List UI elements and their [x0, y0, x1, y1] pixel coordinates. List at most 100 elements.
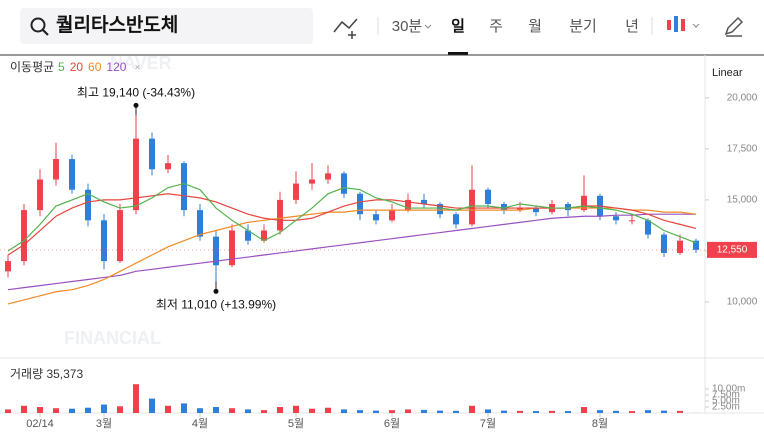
toolbar-item[interactable]: 월	[528, 18, 542, 35]
legend-title: 이동평균	[10, 60, 54, 74]
candle-body	[117, 210, 123, 262]
toolbar-item[interactable]: 분기	[569, 18, 597, 35]
volume-bar	[85, 407, 91, 413]
scale-label[interactable]: Linear	[712, 67, 743, 79]
volume-bar	[261, 410, 267, 413]
dropdown-caret	[692, 23, 700, 28]
toolbar: 30분 일 주 월 분기 년	[392, 18, 639, 55]
indicator-icon[interactable]	[333, 18, 358, 39]
volume-bar	[421, 409, 427, 413]
candle-body	[357, 193, 363, 215]
candle-body	[341, 173, 347, 194]
candle-body	[421, 199, 427, 204]
volume-bar	[677, 410, 683, 413]
candle-body	[229, 230, 235, 266]
legend-entry: 120	[106, 60, 126, 74]
x-tick-label: 02/14	[26, 418, 54, 430]
volume-bar	[5, 409, 11, 413]
volume-bar	[405, 409, 411, 413]
moving-average-line	[7, 207, 697, 305]
volume-y-tick-label: 10.00m	[712, 384, 745, 395]
volume-bar	[325, 407, 331, 413]
y-tick-label: 20,000	[727, 92, 758, 103]
candle-body	[149, 138, 155, 170]
volume-bar	[21, 405, 27, 413]
x-tick-label: 8월	[592, 417, 608, 430]
y-tick-label: 17,500	[727, 144, 758, 155]
annotation-dot	[213, 288, 219, 294]
candle-body	[405, 199, 411, 211]
candle-body	[197, 210, 203, 237]
search-query[interactable]: 퀄리타스반도체	[56, 14, 178, 36]
volume-y-tick-label: 5.00m	[712, 396, 740, 407]
search-box[interactable]	[20, 8, 313, 44]
candle-type-icon[interactable]	[667, 16, 700, 32]
candle-body	[101, 220, 107, 262]
candle-body	[645, 220, 651, 235]
volume-bar	[661, 410, 667, 413]
volume-bar	[117, 406, 123, 413]
candle-body	[501, 203, 507, 211]
draw-icon[interactable]	[724, 16, 744, 37]
volume-bar	[597, 410, 603, 413]
candle-body	[53, 159, 59, 180]
candle-body	[453, 214, 459, 225]
candle-body	[581, 195, 587, 211]
icon-candle	[681, 19, 685, 31]
volume-y-tick-label: 7.50m	[712, 390, 740, 401]
legend-close[interactable]: ×	[134, 63, 140, 74]
volume-bar	[293, 405, 299, 413]
candle-body	[245, 230, 251, 241]
volume-bar	[69, 408, 75, 413]
volume-bar	[453, 410, 459, 413]
icon-candle	[667, 20, 671, 30]
candle-body	[21, 210, 27, 262]
moving-average-line	[7, 213, 696, 291]
volume-bar	[213, 407, 219, 413]
x-tick-label: 7월	[480, 417, 496, 430]
toolbar-item[interactable]: 30분	[392, 18, 423, 35]
volume-bar	[437, 410, 443, 413]
volume-bar	[469, 405, 475, 413]
volume-bar	[549, 410, 555, 413]
legend-entry: 20	[70, 60, 84, 74]
volume-bar	[629, 411, 635, 413]
candle-body	[613, 216, 619, 221]
candle-body	[213, 236, 219, 266]
watermark: NAVER	[110, 53, 172, 73]
y-tick-label: 10,000	[727, 297, 758, 308]
volume-bar	[485, 409, 491, 413]
candle-body	[373, 214, 379, 221]
volume-bar	[277, 407, 283, 413]
toolbar-item[interactable]: 년	[625, 18, 639, 35]
watermark: FINANCIAL	[64, 328, 161, 348]
volume-bar	[245, 409, 251, 413]
annotation-dot	[133, 102, 139, 108]
pencil	[724, 16, 744, 36]
volume-bar	[309, 408, 315, 413]
legend-entry: 60	[88, 60, 102, 74]
volume-bar	[341, 409, 347, 413]
icon-candle	[674, 16, 678, 32]
volume-bar	[149, 398, 155, 413]
candle-body	[629, 220, 635, 222]
toolbar-item[interactable]: 일	[451, 18, 465, 35]
candle-body	[677, 240, 683, 253]
moving-average-line	[7, 182, 697, 252]
candle-body	[261, 230, 267, 241]
candle-body	[565, 203, 571, 211]
candle-body	[85, 189, 91, 221]
x-tick-label: 3월	[96, 417, 112, 430]
candle-body	[661, 234, 667, 253]
toolbar-item[interactable]: 주	[489, 18, 503, 35]
candle-body	[5, 261, 11, 272]
x-tick-label: 5월	[288, 417, 304, 430]
candle-body	[293, 183, 299, 200]
volume-bar	[613, 410, 619, 413]
volume-bar	[517, 410, 523, 413]
x-tick-label: 4월	[192, 417, 208, 430]
candle-body	[517, 208, 523, 211]
candle-body	[165, 163, 171, 170]
volume-bar	[501, 410, 507, 413]
